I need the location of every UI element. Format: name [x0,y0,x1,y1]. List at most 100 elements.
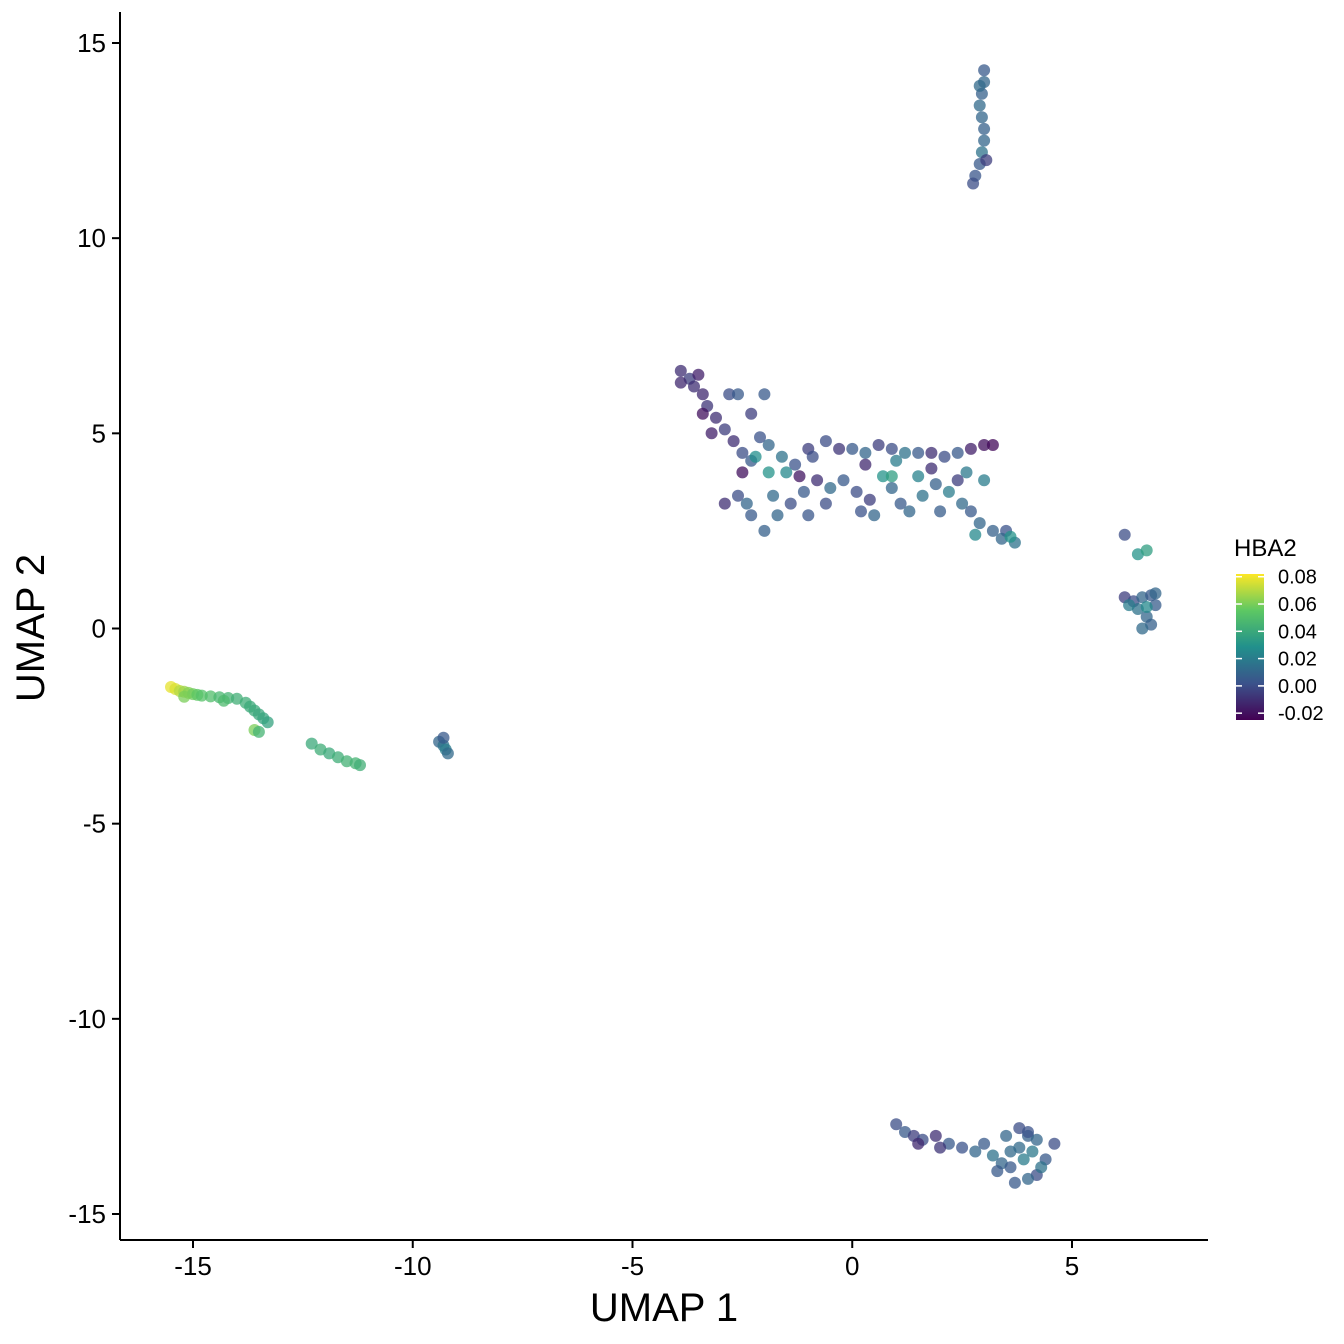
data-point [767,489,780,502]
data-point [967,177,980,190]
data-point [749,450,762,463]
y-tick-label: -5 [83,809,106,839]
data-point [1140,601,1153,613]
data-point [899,446,911,459]
data-point [1048,1137,1061,1150]
data-point [1035,1161,1048,1174]
data-point [969,528,982,541]
data-point [960,466,973,479]
data-point [718,497,731,510]
data-point [929,478,942,491]
data-point [885,482,898,494]
data-point [912,446,925,459]
data-point [1000,1129,1013,1142]
colorbar-tick-label: 0.06 [1278,594,1317,616]
data-point [762,439,775,451]
data-point [217,694,230,707]
data-point [758,524,771,537]
data-point [934,505,947,518]
data-point [758,388,771,401]
data-point [736,466,749,479]
data-point [754,431,766,444]
colorbar-tick-label: 0.00 [1278,676,1317,698]
data-point [964,442,977,455]
data-point [973,79,986,92]
y-tick-label: 0 [92,614,106,644]
data-point [942,485,955,498]
data-point [1030,1133,1043,1146]
data-point [868,509,881,522]
data-point [912,470,925,483]
x-axis-ticks: -15 -10 -5 0 5 [174,1240,1079,1281]
data-point [806,450,819,463]
data-point [705,427,718,440]
data-point [859,458,872,471]
x-tick-label: 0 [845,1251,859,1281]
data-point [877,470,889,483]
data-point [991,1165,1004,1178]
data-point [934,1141,947,1154]
data-point [986,439,999,451]
data-point [261,716,274,729]
data-point [964,505,977,518]
data-point [780,466,793,479]
data-point [925,462,938,475]
colorbar-ticks: 0.08 0.06 0.04 0.02 0.00 -0.02 [1236,567,1324,725]
data-point [885,442,898,455]
colorbar-tick-label: 0.04 [1278,621,1317,643]
data-point [688,380,700,393]
data-point [929,1129,942,1142]
data-point [872,439,885,451]
data-point [951,474,964,487]
data-point [956,497,969,510]
data-point [1004,1161,1017,1174]
data-point [894,497,907,510]
data-point [718,423,731,436]
data-point [885,470,898,483]
data-point [973,99,986,112]
data-point [1140,544,1153,557]
data-point [980,154,993,167]
y-axis-ticks: -15 -10 -5 0 5 10 15 [68,28,120,1229]
colorbar [1236,574,1264,720]
data-point [978,122,991,135]
data-point [986,524,999,537]
data-point [1136,622,1149,635]
y-axis-title: UMAP 2 [9,554,53,702]
data-point [938,450,951,463]
data-point [859,446,872,459]
data-point [437,731,450,744]
data-point [819,497,832,510]
data-point [305,737,318,750]
data-point [863,493,876,506]
data-point [1022,1172,1034,1185]
data-point [727,435,740,448]
data-point [969,1145,982,1158]
data-point [1149,587,1162,600]
data-point [912,1137,925,1150]
data-point [710,411,722,424]
data-point [951,446,964,459]
data-point [204,690,217,703]
data-point [916,489,929,502]
colorbar-tick-label: 0.02 [1278,649,1317,671]
data-point [732,489,744,502]
data-point [978,134,991,147]
data-point [978,439,991,451]
data-point [850,485,863,498]
data-point [978,474,991,487]
data-point [978,64,991,77]
data-point [837,474,850,487]
data-point [802,509,815,522]
data-point [1004,530,1017,543]
data-point [674,376,687,389]
data-point [890,1118,903,1131]
data-point [975,111,988,124]
data-point [736,446,749,459]
y-tick-label: 10 [77,223,106,253]
x-tick-label: -15 [174,1251,212,1281]
data-point [986,1149,999,1162]
x-tick-label: -5 [621,1251,644,1281]
data-point [811,474,824,487]
